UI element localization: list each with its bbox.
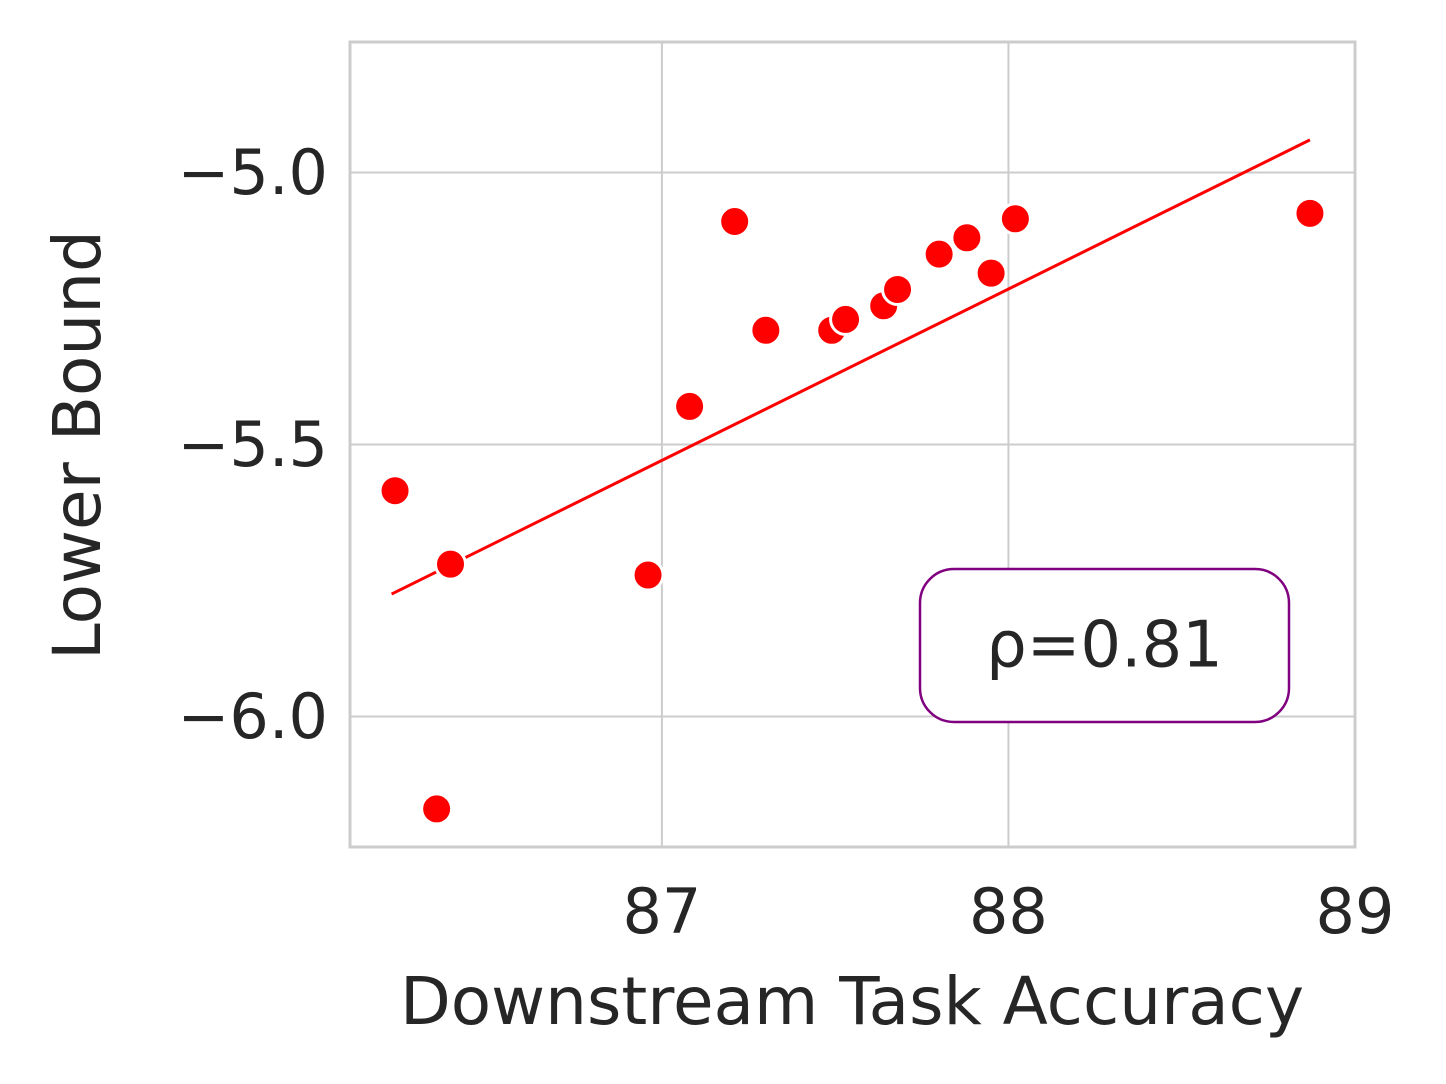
x-axis-label: Downstream Task Accuracy bbox=[400, 963, 1304, 1040]
plot-frame bbox=[348, 40, 1357, 849]
data-points bbox=[378, 196, 1327, 826]
scatter-point bbox=[922, 237, 956, 271]
scatter-point bbox=[749, 313, 783, 347]
tick-labels: 87 88 89 −5.0 −5.5 −6.0 bbox=[177, 136, 1394, 948]
regression-line bbox=[390, 138, 1311, 596]
scatter-point bbox=[673, 389, 707, 423]
grid bbox=[350, 42, 1355, 847]
x-tick-label: 88 bbox=[969, 875, 1048, 948]
scatter-point bbox=[718, 204, 752, 238]
correlation-annotation: ρ=0.81 bbox=[918, 567, 1291, 724]
scatter-point bbox=[998, 202, 1032, 236]
scatter-point bbox=[829, 302, 863, 336]
x-tick-label: 89 bbox=[1316, 875, 1395, 948]
annotation-box bbox=[918, 567, 1291, 724]
fit-line-group bbox=[390, 138, 1311, 596]
scatter-point bbox=[974, 256, 1008, 290]
y-tick-label: −6.0 bbox=[177, 680, 328, 753]
x-tick-label: 87 bbox=[622, 875, 701, 948]
scatter-point bbox=[434, 547, 467, 581]
scatter-point bbox=[378, 474, 412, 508]
correlation-label: ρ=0.81 bbox=[986, 609, 1223, 683]
y-tick-label: −5.0 bbox=[177, 136, 328, 209]
scatter-point bbox=[1293, 196, 1327, 230]
y-axis-label: Lower Bound bbox=[39, 230, 116, 660]
scatter-point bbox=[881, 272, 915, 306]
scatter-point bbox=[420, 792, 454, 826]
y-tick-label: −5.5 bbox=[177, 408, 328, 481]
scatter-point bbox=[950, 221, 984, 255]
scatter-point bbox=[631, 558, 665, 592]
